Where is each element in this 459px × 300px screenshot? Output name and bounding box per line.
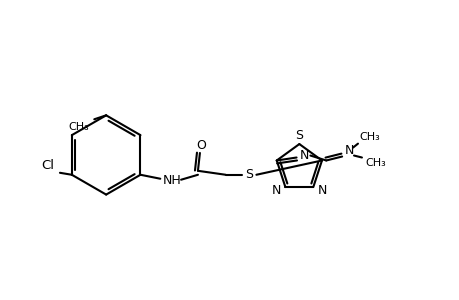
Text: S: S xyxy=(295,129,302,142)
Text: N: N xyxy=(317,184,326,196)
Text: S: S xyxy=(245,168,253,181)
Text: N: N xyxy=(344,144,353,157)
Text: N: N xyxy=(299,149,308,162)
Text: NH: NH xyxy=(162,174,181,187)
Text: CH₃: CH₃ xyxy=(68,122,89,132)
Text: Cl: Cl xyxy=(41,159,55,172)
Text: CH₃: CH₃ xyxy=(359,132,380,142)
Text: N: N xyxy=(271,184,280,196)
Text: O: O xyxy=(196,139,206,152)
Text: CH₃: CH₃ xyxy=(364,158,386,169)
